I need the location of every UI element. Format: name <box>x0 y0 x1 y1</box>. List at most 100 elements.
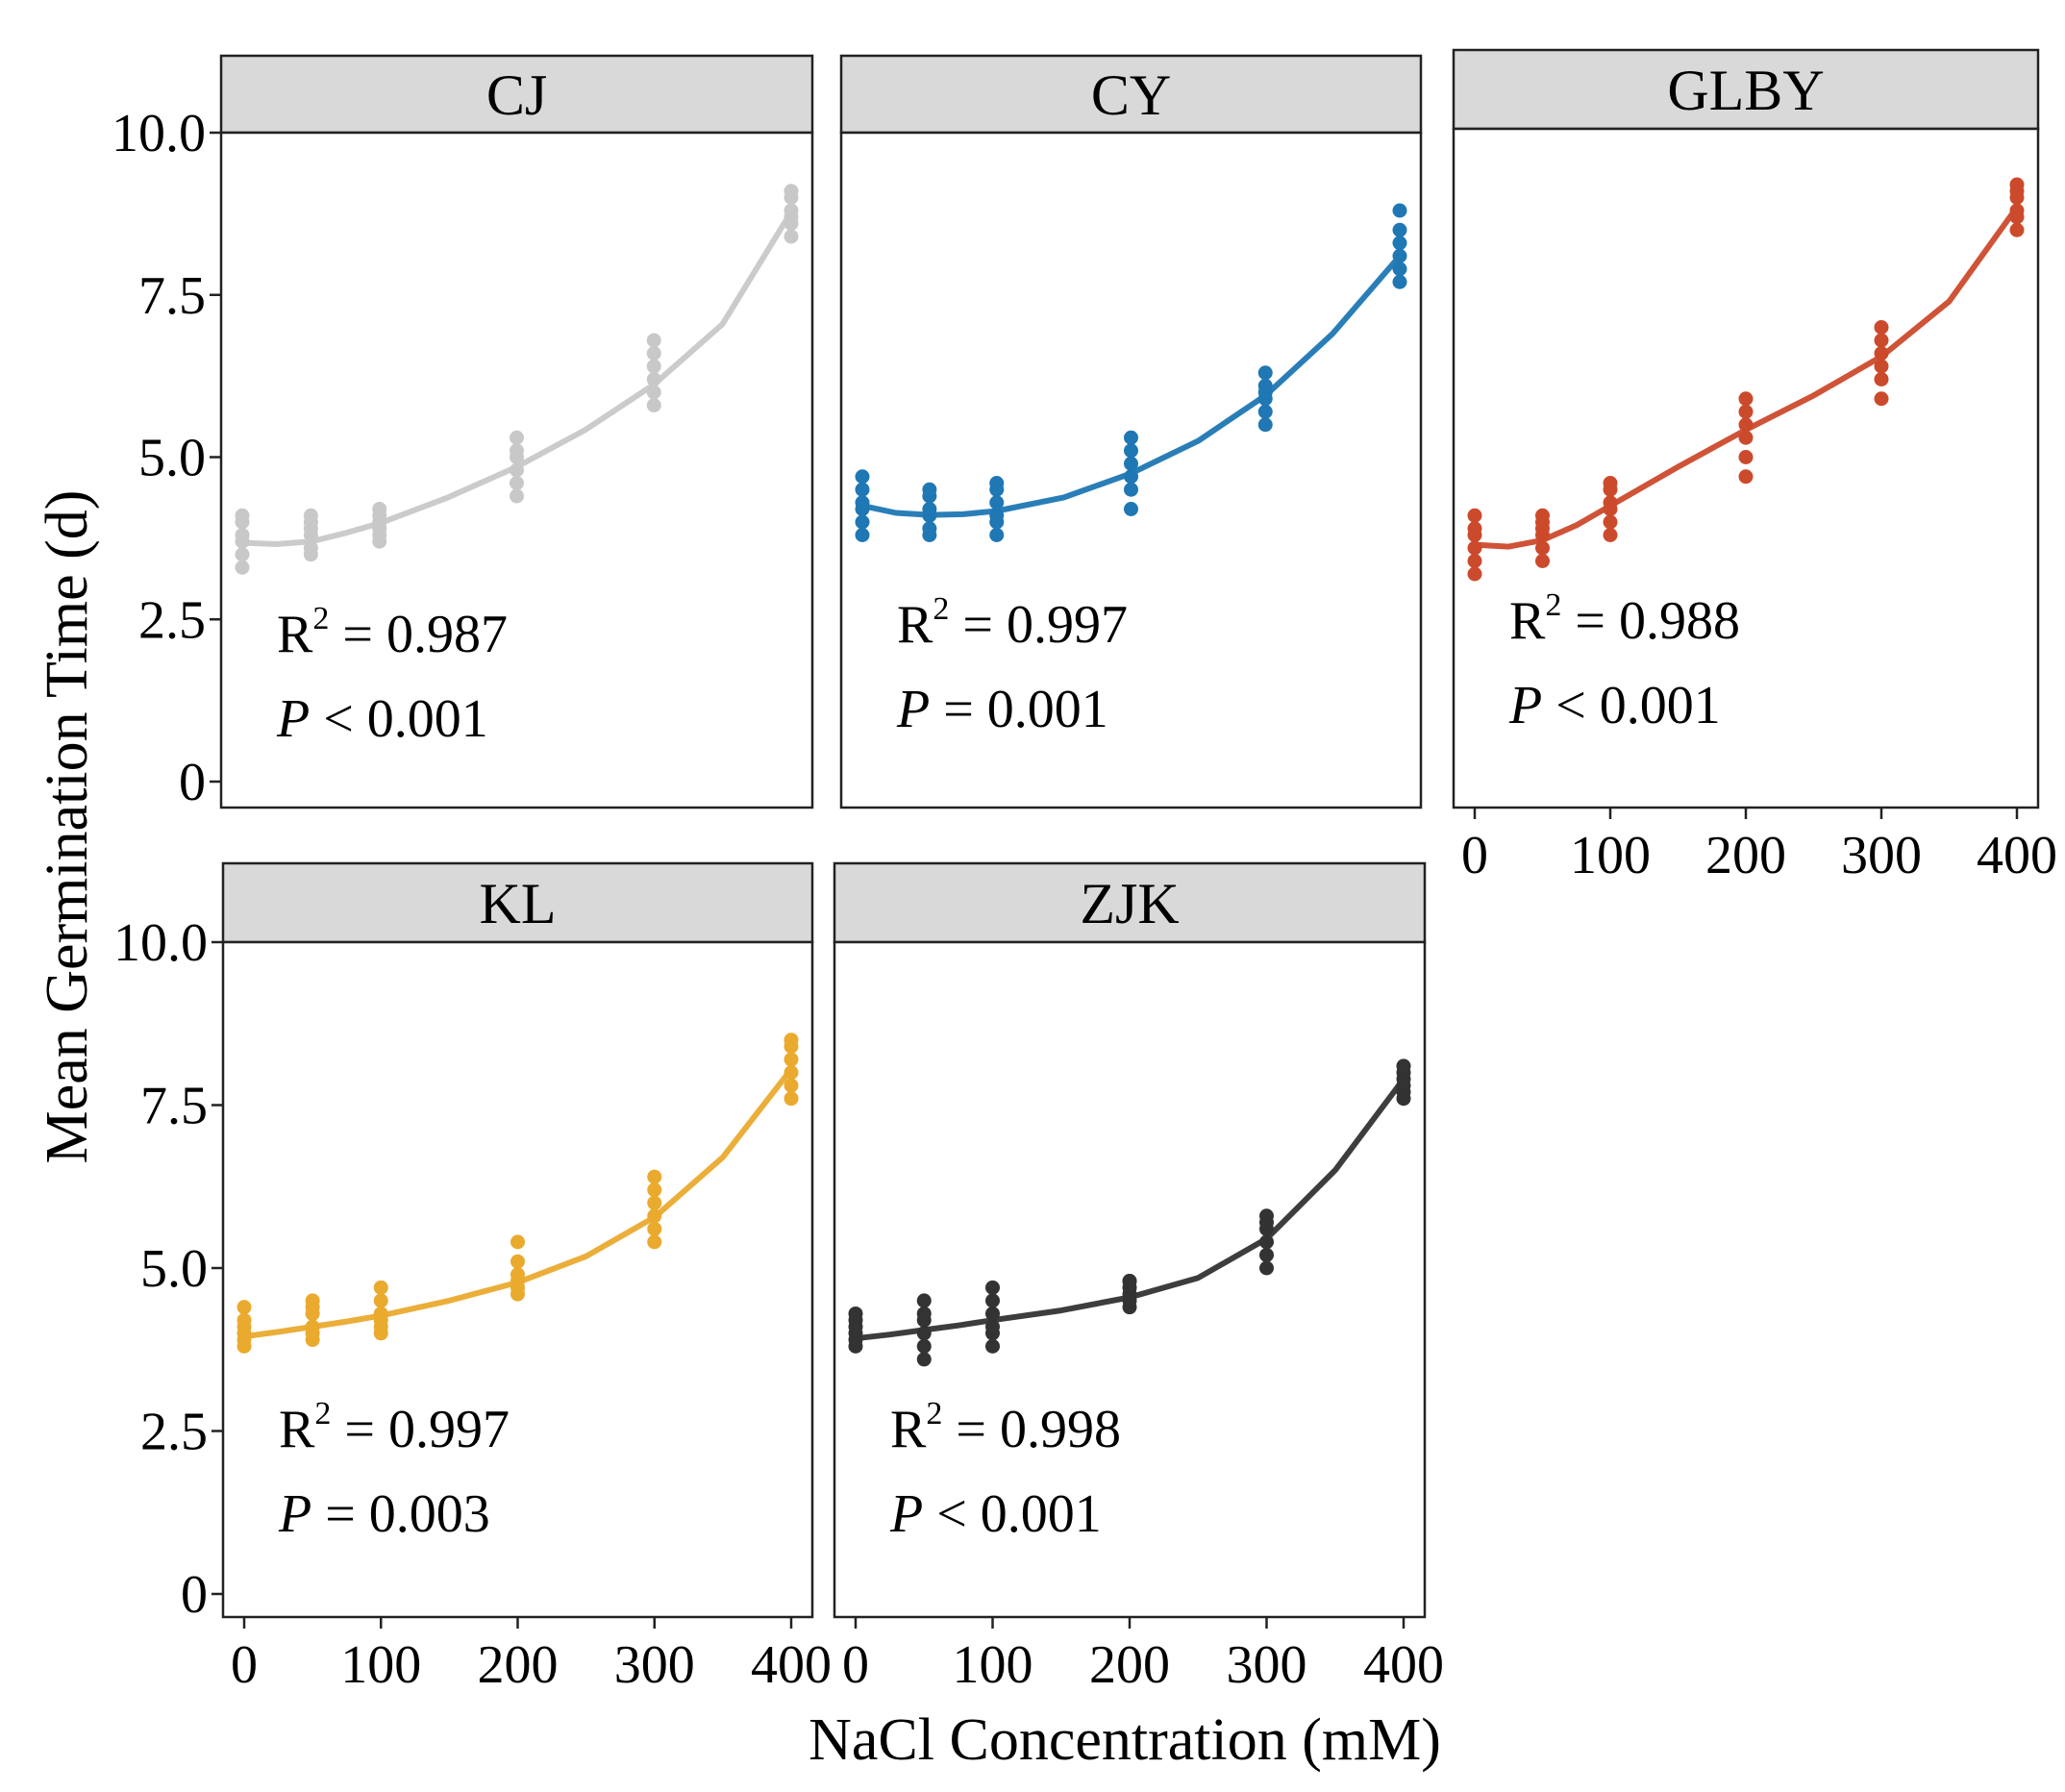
data-point-cy <box>855 528 870 542</box>
data-point-kl <box>784 1065 799 1081</box>
y-tick-label-cj: 5.0 <box>138 429 206 488</box>
data-point-cy <box>989 528 1005 542</box>
data-point-zjk <box>985 1280 1000 1295</box>
strip-kl <box>221 861 814 944</box>
data-point-glby <box>1738 450 1754 464</box>
data-point-zjk <box>985 1293 1000 1308</box>
data-point-glby <box>1535 554 1550 568</box>
data-point-cy <box>1257 365 1273 381</box>
x-tick-label-zjk: 200 <box>1089 1635 1170 1695</box>
data-point-kl <box>647 1169 662 1184</box>
data-point-glby <box>1874 372 1889 386</box>
strip-label-glby: GLBY <box>1667 59 1824 122</box>
data-point-cj <box>646 398 661 412</box>
data-point-glby <box>1535 508 1550 523</box>
data-point-glby <box>1874 391 1889 407</box>
y-axis-title: Mean Germination Time (d) <box>35 490 100 1164</box>
x-tick-label-kl: 200 <box>478 1635 559 1695</box>
data-point-cj <box>784 184 799 199</box>
data-point-kl <box>784 1078 799 1093</box>
data-point-cy <box>1124 430 1138 445</box>
data-point-glby <box>1535 540 1550 556</box>
data-point-cj <box>646 385 661 400</box>
r-squared-glby: R2 = 0.988 <box>1509 587 1740 651</box>
data-point-kl <box>647 1234 662 1250</box>
data-point-cy <box>855 495 870 510</box>
x-tick-label-glby: 400 <box>1977 826 2057 885</box>
y-tick-label-cj: 2.5 <box>138 590 206 650</box>
data-point-zjk <box>985 1306 1000 1321</box>
panel-cj: CJ 0 2.5 5.0 7.5 10.0 R2 = 0.987 P < 0.001 <box>112 54 814 812</box>
data-point-glby <box>1874 359 1889 374</box>
data-point-cy <box>1124 482 1138 497</box>
r-squared-kl: R2 = 0.997 <box>279 1396 510 1459</box>
data-point-zjk <box>1259 1208 1274 1224</box>
data-point-kl <box>510 1254 525 1269</box>
data-point-kl <box>373 1293 388 1308</box>
data-point-glby <box>1738 404 1754 419</box>
fit-curve-zjk <box>853 1076 1406 1342</box>
data-point-cj <box>510 476 524 490</box>
panel-glby: GLBY 0 100 200 300 400 R2 = 0.988 P < 0.001 <box>1452 48 2057 885</box>
data-point-zjk <box>916 1306 932 1321</box>
data-point-cy <box>1257 404 1273 419</box>
strip-cy <box>839 54 1423 135</box>
panel-kl: KL 0 2.5 5.0 7.5 10.0 0 100 200 300 400 R2 = 0.997 P… <box>113 861 832 1695</box>
data-point-glby <box>1603 495 1618 510</box>
data-point-cj <box>235 528 250 542</box>
data-point-glby <box>1467 540 1482 556</box>
data-point-glby <box>1467 566 1482 582</box>
fit-curve-kl <box>241 1066 794 1340</box>
data-point-cy <box>1392 274 1407 289</box>
data-point-cj <box>303 508 318 523</box>
r-squared-cj: R2 = 0.987 <box>277 601 508 664</box>
data-point-zjk <box>916 1293 932 1308</box>
data-point-zjk <box>985 1338 1000 1354</box>
strip-glby <box>1452 48 2040 131</box>
x-tick-label-kl: 0 <box>231 1635 258 1695</box>
data-point-cj <box>235 508 250 523</box>
p-value-zjk: P < 0.001 <box>889 1484 1102 1544</box>
data-point-kl <box>510 1267 525 1282</box>
y-tick-label-kl: 0 <box>181 1565 208 1625</box>
data-point-cj <box>510 443 524 459</box>
data-point-cy <box>1257 378 1273 393</box>
x-tick-label-zjk: 300 <box>1227 1635 1307 1695</box>
data-point-cy <box>989 508 1005 523</box>
data-point-kl <box>647 1195 662 1210</box>
r-squared-cy: R2 = 0.997 <box>897 591 1128 655</box>
x-tick-label-kl: 300 <box>614 1635 695 1695</box>
strip-label-kl: KL <box>480 872 557 935</box>
strip-label-cj: CJ <box>486 63 547 127</box>
y-tick-label-kl: 2.5 <box>140 1403 208 1462</box>
strip-label-zjk: ZJK <box>1080 872 1179 935</box>
data-point-glby <box>1738 430 1754 445</box>
data-point-cj <box>372 502 387 516</box>
y-tick-label-cj: 7.5 <box>138 266 206 326</box>
data-point-zjk <box>1259 1260 1274 1276</box>
data-point-glby <box>1467 554 1482 568</box>
data-point-kl <box>305 1319 320 1334</box>
data-point-glby <box>1603 476 1618 490</box>
panel-cy: CY R2 = 0.997 P = 0.001 <box>839 54 1423 809</box>
data-point-cy <box>855 482 870 497</box>
p-value-kl: P = 0.003 <box>278 1484 490 1544</box>
panels-layer: CJ 0 2.5 5.0 7.5 10.0 R2 = 0.987 P < 0.001 CY R2 … <box>112 48 2057 1695</box>
data-point-glby <box>1874 320 1889 335</box>
data-point-kl <box>236 1312 252 1328</box>
panel-zjk: ZJK 0 100 200 300 400 R2 = 0.998 P < 0.001 <box>833 861 1444 1695</box>
x-tick-label-zjk: 100 <box>953 1635 1033 1695</box>
strip-label-cy: CY <box>1091 63 1171 127</box>
plot-area-glby <box>1452 127 2040 809</box>
data-point-cy <box>922 502 937 516</box>
data-point-cj <box>510 430 524 445</box>
data-point-cy <box>855 469 870 485</box>
data-point-cj <box>646 346 661 361</box>
data-point-zjk <box>848 1306 863 1321</box>
x-tick-label-zjk: 400 <box>1363 1635 1444 1695</box>
data-point-zjk <box>1396 1058 1411 1074</box>
data-point-kl <box>647 1221 662 1236</box>
data-point-cy <box>1392 248 1407 263</box>
x-tick-label-glby: 200 <box>1705 826 1786 885</box>
data-point-cy <box>922 482 937 497</box>
